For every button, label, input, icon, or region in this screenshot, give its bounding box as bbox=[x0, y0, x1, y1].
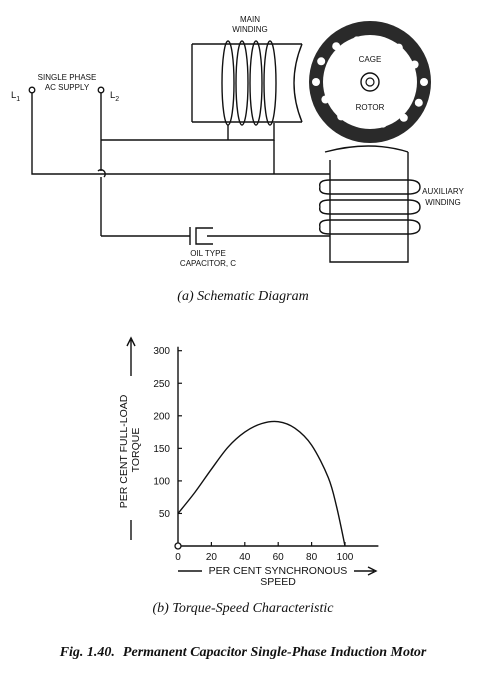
y-tick-label: 150 bbox=[153, 444, 170, 455]
schematic-caption: (a) Schematic Diagram bbox=[177, 289, 308, 304]
capacitor-label-1: OIL TYPE bbox=[190, 249, 226, 258]
x-axis-title: PER CENT SYNCHRONOUS SPEED bbox=[178, 565, 378, 588]
y-tick-label: 250 bbox=[153, 379, 170, 390]
x-axis-title-text: PER CENT SYNCHRONOUS bbox=[209, 565, 348, 577]
main-winding-core bbox=[191, 43, 302, 123]
torque-speed-curve bbox=[177, 420, 346, 547]
terminal-l1 bbox=[28, 86, 36, 94]
y-axis-title-text: PER CENT FULL-LOAD TORQUE bbox=[118, 392, 142, 509]
supply-label-1: SINGLE PHASE bbox=[38, 73, 97, 82]
oil-type-capacitor bbox=[189, 227, 213, 245]
y-ticks: 50 100 150 200 250 300 bbox=[153, 346, 182, 520]
main-winding-coil bbox=[221, 40, 277, 126]
y-tick-label: 100 bbox=[153, 476, 170, 487]
main-winding-label-1: MAIN bbox=[240, 15, 260, 24]
terminal-l1-label: L1 bbox=[11, 90, 20, 103]
rotor-bars bbox=[312, 36, 428, 128]
terminal-l2 bbox=[97, 86, 105, 94]
x-tick-label: 20 bbox=[206, 552, 218, 563]
auxiliary-winding bbox=[319, 145, 421, 263]
origin-label: 0 bbox=[175, 552, 181, 563]
capacitor-label-2: CAPACITOR, C bbox=[180, 259, 236, 268]
x-ticks: 20 40 60 80 100 bbox=[206, 542, 354, 563]
origin-dot bbox=[174, 542, 182, 550]
supply-label-2: AC SUPPLY bbox=[45, 83, 90, 92]
cage-label: CAGE bbox=[359, 55, 382, 64]
aux-winding-label-1: AUXILIARY bbox=[422, 187, 464, 196]
rotor-label: ROTOR bbox=[356, 103, 385, 112]
cage-rotor: CAGE ROTOR bbox=[309, 21, 431, 143]
circuit-wiring bbox=[31, 93, 330, 237]
figure-number: Fig. 1.40. bbox=[59, 645, 115, 660]
x-axis-title-text-2: SPEED bbox=[260, 576, 296, 588]
figure-title: Permanent Capacitor Single-Phase Inducti… bbox=[123, 645, 427, 660]
y-tick-label: 50 bbox=[159, 509, 171, 520]
terminal-l2-label: L2 bbox=[110, 90, 119, 103]
x-tick-label: 80 bbox=[306, 552, 318, 563]
x-tick-label: 40 bbox=[239, 552, 251, 563]
x-tick-label: 100 bbox=[337, 552, 354, 563]
chart-caption: (b) Torque-Speed Characteristic bbox=[153, 601, 335, 616]
schematic-diagram: MAIN WINDING bbox=[11, 15, 464, 304]
x-tick-label: 60 bbox=[273, 552, 285, 563]
y-tick-label: 200 bbox=[153, 411, 170, 422]
y-axis-title: PER CENT FULL-LOAD TORQUE bbox=[118, 336, 142, 540]
y-tick-label: 300 bbox=[153, 346, 170, 357]
main-winding-pole-face bbox=[293, 43, 303, 123]
aux-winding-label-2: WINDING bbox=[425, 198, 461, 207]
figure-caption: Fig. 1.40. Permanent Capacitor Single-Ph… bbox=[59, 643, 427, 660]
torque-speed-chart: 50 100 150 200 250 300 20 40 60 80 100 0 PER CENT… bbox=[118, 336, 379, 616]
main-winding-label-2: WINDING bbox=[232, 25, 268, 34]
